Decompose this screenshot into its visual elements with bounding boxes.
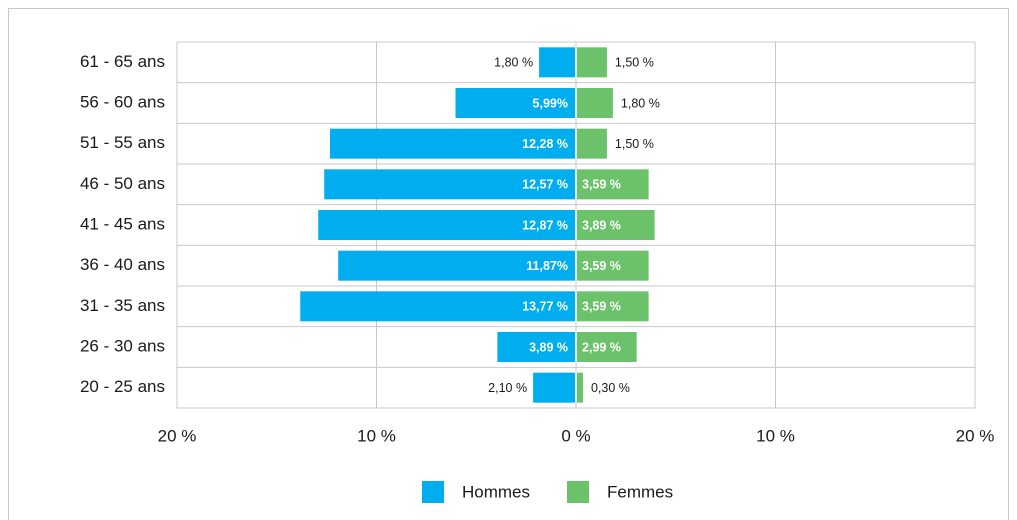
x-tick-label: 0 % bbox=[561, 426, 590, 445]
value-label: 12,57 % bbox=[522, 178, 568, 192]
bar bbox=[318, 210, 575, 240]
value-label: 1,50 % bbox=[615, 137, 654, 151]
y-tick-label: 20 - 25 ans bbox=[80, 377, 165, 396]
bar bbox=[577, 169, 649, 200]
bar bbox=[577, 210, 655, 240]
x-tick-label: 10 % bbox=[357, 426, 396, 445]
bar bbox=[338, 250, 575, 281]
value-label: 11,87% bbox=[526, 259, 568, 273]
value-label: 3,59 % bbox=[582, 259, 621, 273]
bar bbox=[330, 128, 575, 159]
x-tick-label: 20 % bbox=[158, 426, 197, 445]
frame bbox=[8, 8, 1009, 520]
bar bbox=[324, 169, 575, 200]
value-label: 13,77 % bbox=[522, 300, 568, 314]
y-tick-label: 51 - 55 ans bbox=[80, 133, 165, 152]
bar bbox=[577, 372, 583, 403]
value-label: 2,99 % bbox=[582, 340, 621, 354]
legend-label: Femmes bbox=[607, 482, 673, 501]
bar bbox=[577, 128, 607, 159]
value-label: 3,59 % bbox=[582, 178, 621, 192]
y-tick-label: 46 - 50 ans bbox=[80, 174, 165, 193]
legend-swatch bbox=[422, 481, 444, 503]
value-label: 3,89 % bbox=[582, 218, 621, 232]
value-label: 0,30 % bbox=[591, 381, 630, 395]
y-tick-label: 56 - 60 ans bbox=[80, 92, 165, 111]
value-label: 5,99% bbox=[533, 96, 568, 110]
value-label: 12,87 % bbox=[522, 218, 568, 232]
bar bbox=[577, 250, 649, 281]
value-label: 1,80 % bbox=[494, 56, 533, 70]
bar bbox=[300, 291, 575, 322]
value-label: 1,50 % bbox=[615, 56, 654, 70]
bar bbox=[497, 332, 575, 362]
y-tick-label: 61 - 65 ans bbox=[80, 52, 165, 71]
value-label: 3,89 % bbox=[529, 340, 568, 354]
legend-swatch bbox=[567, 481, 590, 503]
value-label: 2,10 % bbox=[488, 381, 527, 395]
bar bbox=[577, 291, 649, 322]
y-tick-label: 31 - 35 ans bbox=[80, 296, 165, 315]
bar bbox=[577, 88, 613, 118]
value-label: 12,28 % bbox=[522, 137, 568, 151]
y-tick-label: 26 - 30 ans bbox=[80, 336, 165, 355]
value-label: 3,59 % bbox=[582, 300, 621, 314]
value-label: 1,80 % bbox=[621, 96, 660, 110]
legend-label: Hommes bbox=[462, 482, 530, 501]
y-tick-label: 41 - 45 ans bbox=[80, 214, 165, 233]
bar bbox=[533, 372, 575, 403]
y-tick-label: 36 - 40 ans bbox=[80, 255, 165, 274]
bar bbox=[539, 47, 575, 78]
bar bbox=[455, 88, 575, 118]
bar bbox=[577, 47, 607, 78]
x-tick-label: 10 % bbox=[756, 426, 795, 445]
x-tick-label: 20 % bbox=[956, 426, 995, 445]
bar bbox=[577, 332, 637, 362]
